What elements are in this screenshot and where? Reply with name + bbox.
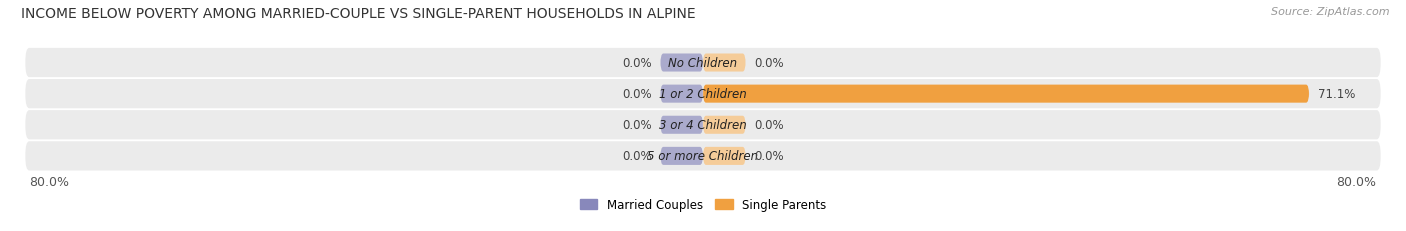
FancyBboxPatch shape: [25, 142, 1381, 171]
FancyBboxPatch shape: [661, 147, 703, 165]
Text: 71.1%: 71.1%: [1317, 88, 1355, 101]
Text: 0.0%: 0.0%: [754, 150, 783, 163]
Text: 0.0%: 0.0%: [623, 150, 652, 163]
FancyBboxPatch shape: [703, 116, 745, 134]
Text: 80.0%: 80.0%: [30, 175, 70, 188]
Text: 0.0%: 0.0%: [623, 88, 652, 101]
FancyBboxPatch shape: [703, 85, 1309, 103]
FancyBboxPatch shape: [661, 85, 703, 103]
Legend: Married Couples, Single Parents: Married Couples, Single Parents: [575, 193, 831, 216]
Text: 0.0%: 0.0%: [754, 119, 783, 132]
Text: 0.0%: 0.0%: [623, 119, 652, 132]
FancyBboxPatch shape: [25, 111, 1381, 140]
FancyBboxPatch shape: [25, 49, 1381, 78]
Text: 3 or 4 Children: 3 or 4 Children: [659, 119, 747, 132]
Text: 1 or 2 Children: 1 or 2 Children: [659, 88, 747, 101]
FancyBboxPatch shape: [661, 54, 703, 72]
Text: Source: ZipAtlas.com: Source: ZipAtlas.com: [1271, 7, 1389, 17]
Text: 80.0%: 80.0%: [1336, 175, 1376, 188]
Text: 0.0%: 0.0%: [623, 57, 652, 70]
Text: 0.0%: 0.0%: [754, 57, 783, 70]
FancyBboxPatch shape: [661, 116, 703, 134]
Text: 5 or more Children: 5 or more Children: [647, 150, 759, 163]
FancyBboxPatch shape: [703, 147, 745, 165]
FancyBboxPatch shape: [25, 80, 1381, 109]
Text: INCOME BELOW POVERTY AMONG MARRIED-COUPLE VS SINGLE-PARENT HOUSEHOLDS IN ALPINE: INCOME BELOW POVERTY AMONG MARRIED-COUPL…: [21, 7, 696, 21]
Text: No Children: No Children: [668, 57, 738, 70]
FancyBboxPatch shape: [703, 54, 745, 72]
